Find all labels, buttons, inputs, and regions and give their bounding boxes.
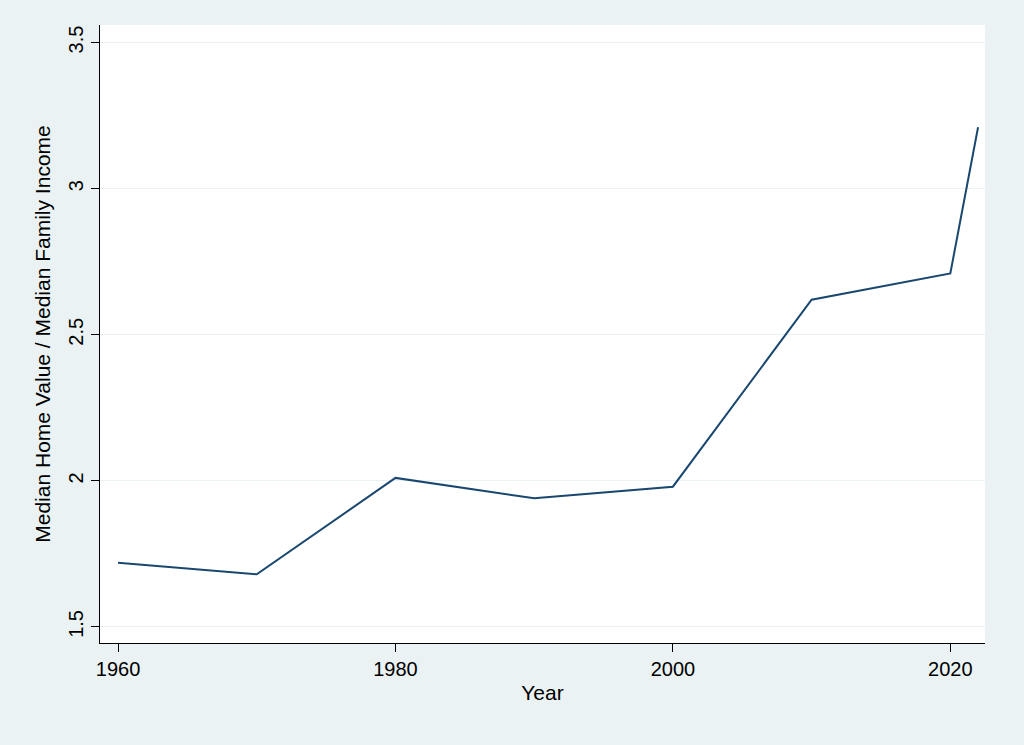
svg-text:1960: 1960 [96, 658, 141, 680]
svg-text:3: 3 [65, 180, 87, 191]
svg-text:1.5: 1.5 [65, 610, 87, 638]
svg-text:2020: 2020 [928, 658, 973, 680]
svg-text:2000: 2000 [651, 658, 696, 680]
svg-text:2: 2 [65, 472, 87, 483]
svg-text:3.5: 3.5 [65, 26, 87, 54]
svg-text:Median Home Value / Median Fam: Median Home Value / Median Family Income [31, 125, 54, 542]
svg-text:2.5: 2.5 [65, 318, 87, 346]
svg-text:1980: 1980 [373, 658, 418, 680]
svg-text:Year: Year [521, 681, 563, 704]
